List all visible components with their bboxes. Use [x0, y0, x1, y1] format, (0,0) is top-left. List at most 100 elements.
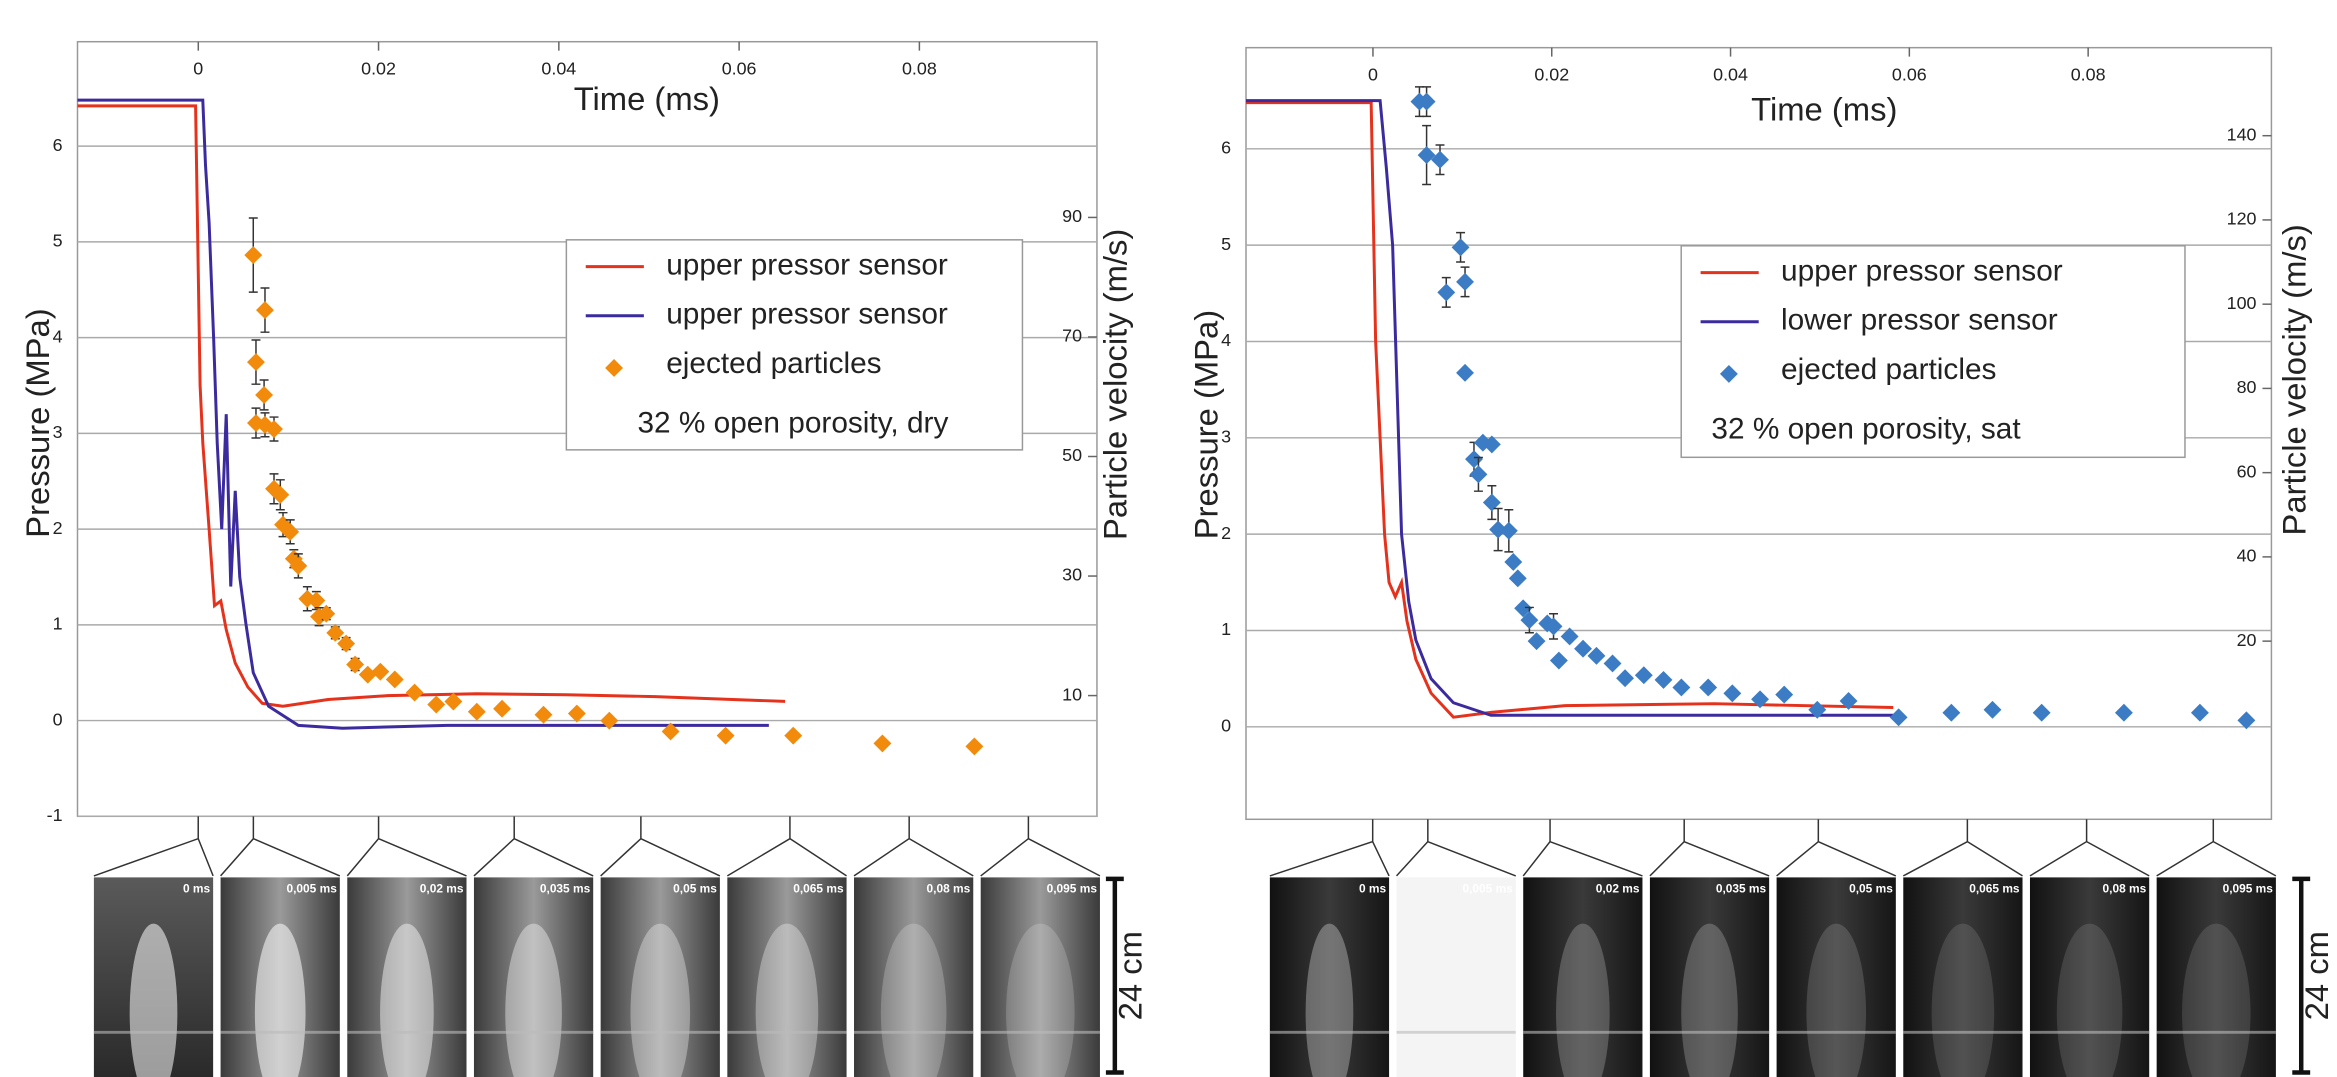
plume — [2056, 923, 2123, 1077]
y2-tick-label: 100 — [2227, 293, 2257, 313]
data-point — [1417, 92, 1436, 111]
frame-label: 0,08 ms — [927, 881, 971, 895]
y2-tick-label: 120 — [2227, 209, 2257, 229]
data-point — [307, 591, 326, 610]
data-point — [873, 734, 892, 753]
x-tick-label: 0.02 — [1534, 65, 1569, 85]
plume — [1006, 923, 1075, 1077]
y2-tick-label: 20 — [2237, 630, 2257, 650]
data-point — [2032, 703, 2051, 722]
data-point — [1839, 692, 1858, 710]
connector — [980, 816, 1101, 877]
connector — [2156, 819, 2277, 877]
data-line — [77, 98, 769, 730]
frame-label: 0,05 ms — [673, 881, 717, 895]
y-tick-label: 4 — [1221, 330, 1231, 350]
data-point — [1451, 238, 1470, 257]
connector — [1395, 819, 1517, 877]
frame-image — [473, 877, 594, 1077]
frame-label: 0,065 ms — [793, 881, 844, 895]
data-point — [326, 623, 345, 642]
y-tick-label: 6 — [53, 135, 63, 155]
data-point — [467, 702, 486, 721]
data-point — [567, 704, 586, 723]
y-tick-label: 4 — [53, 326, 63, 346]
data-point — [1469, 465, 1488, 484]
frame-label: 0,095 ms — [2223, 881, 2274, 895]
frame-label: 0,02 ms — [420, 881, 464, 895]
y2-tick-label: 80 — [2237, 377, 2257, 397]
frame-image — [854, 877, 974, 1077]
frame-label: 0,065 ms — [1969, 881, 2020, 895]
scale-label: 24 cm — [2298, 931, 2335, 1020]
data-point — [1499, 521, 1518, 540]
data-point — [2190, 703, 2209, 722]
frame-image — [1523, 877, 1643, 1077]
data-point — [405, 683, 424, 702]
y2-tick-label: 70 — [1062, 326, 1082, 346]
frame-label: 0,005 ms — [1462, 881, 1513, 895]
data-point — [385, 670, 404, 689]
data-point — [661, 722, 680, 741]
frame-label: 0,05 ms — [1849, 881, 1893, 895]
data-point — [1587, 646, 1606, 665]
connector — [220, 816, 341, 877]
data-point — [265, 420, 283, 438]
data-point — [1942, 703, 1961, 722]
data-line — [1246, 101, 1894, 719]
connector — [473, 816, 594, 877]
data-point — [1723, 684, 1742, 703]
x-tick-label: 0.08 — [2071, 65, 2106, 85]
y-tick-label: 6 — [1221, 138, 1231, 158]
data-point — [1431, 150, 1449, 169]
data-point — [427, 695, 446, 714]
frame-label: 0,035 ms — [540, 881, 591, 895]
data-point — [1520, 611, 1539, 630]
data-point — [371, 662, 390, 681]
data-point — [255, 386, 274, 404]
y-tick-label: -1 — [47, 805, 63, 825]
data-point — [1465, 450, 1483, 469]
plume — [380, 923, 434, 1077]
data-point — [1603, 654, 1622, 673]
connector — [346, 816, 467, 877]
x-tick-label: 0 — [1368, 65, 1378, 85]
plume — [2182, 923, 2251, 1077]
connector — [600, 816, 721, 877]
frame-image — [1396, 877, 1516, 1077]
connector — [853, 816, 974, 877]
plume — [630, 923, 691, 1077]
data-point — [271, 485, 290, 504]
data-point — [1508, 569, 1527, 588]
y-axis-label: Pressure (MPa) — [1187, 310, 1224, 539]
y2-axis-label: Particle velocity (m/s) — [2275, 224, 2312, 535]
x-tick-label: 0.04 — [1713, 65, 1748, 85]
frame-image — [1903, 877, 2023, 1077]
x-axis-label: Time (ms) — [1751, 90, 1897, 127]
data-point — [244, 246, 263, 265]
legend-box — [565, 239, 1024, 451]
legend-label: upper pressor sensor — [666, 249, 948, 282]
frame-label: 0 ms — [183, 881, 211, 895]
data-point — [2114, 703, 2133, 722]
x-tick-label: 0.06 — [722, 59, 757, 79]
plume — [129, 923, 178, 1077]
data-line — [77, 104, 786, 708]
plume — [755, 923, 819, 1077]
frame-image — [2156, 877, 2276, 1077]
data-point — [493, 699, 511, 718]
frame-label: 0,005 ms — [287, 881, 338, 895]
x-tick-label: 0.08 — [902, 59, 937, 79]
legend-label: ejected particles — [666, 347, 881, 380]
x-tick-label: 0.04 — [541, 59, 576, 79]
annotation: 32 % open porosity, sat — [1711, 412, 2021, 445]
connector — [1776, 819, 1897, 877]
frame-label: 0,035 ms — [1716, 881, 1767, 895]
y-tick-label: 2 — [53, 518, 63, 538]
connector — [1269, 819, 1390, 877]
data-point — [346, 655, 365, 674]
y-tick-label: 2 — [1221, 523, 1231, 543]
frame-image — [727, 877, 847, 1077]
